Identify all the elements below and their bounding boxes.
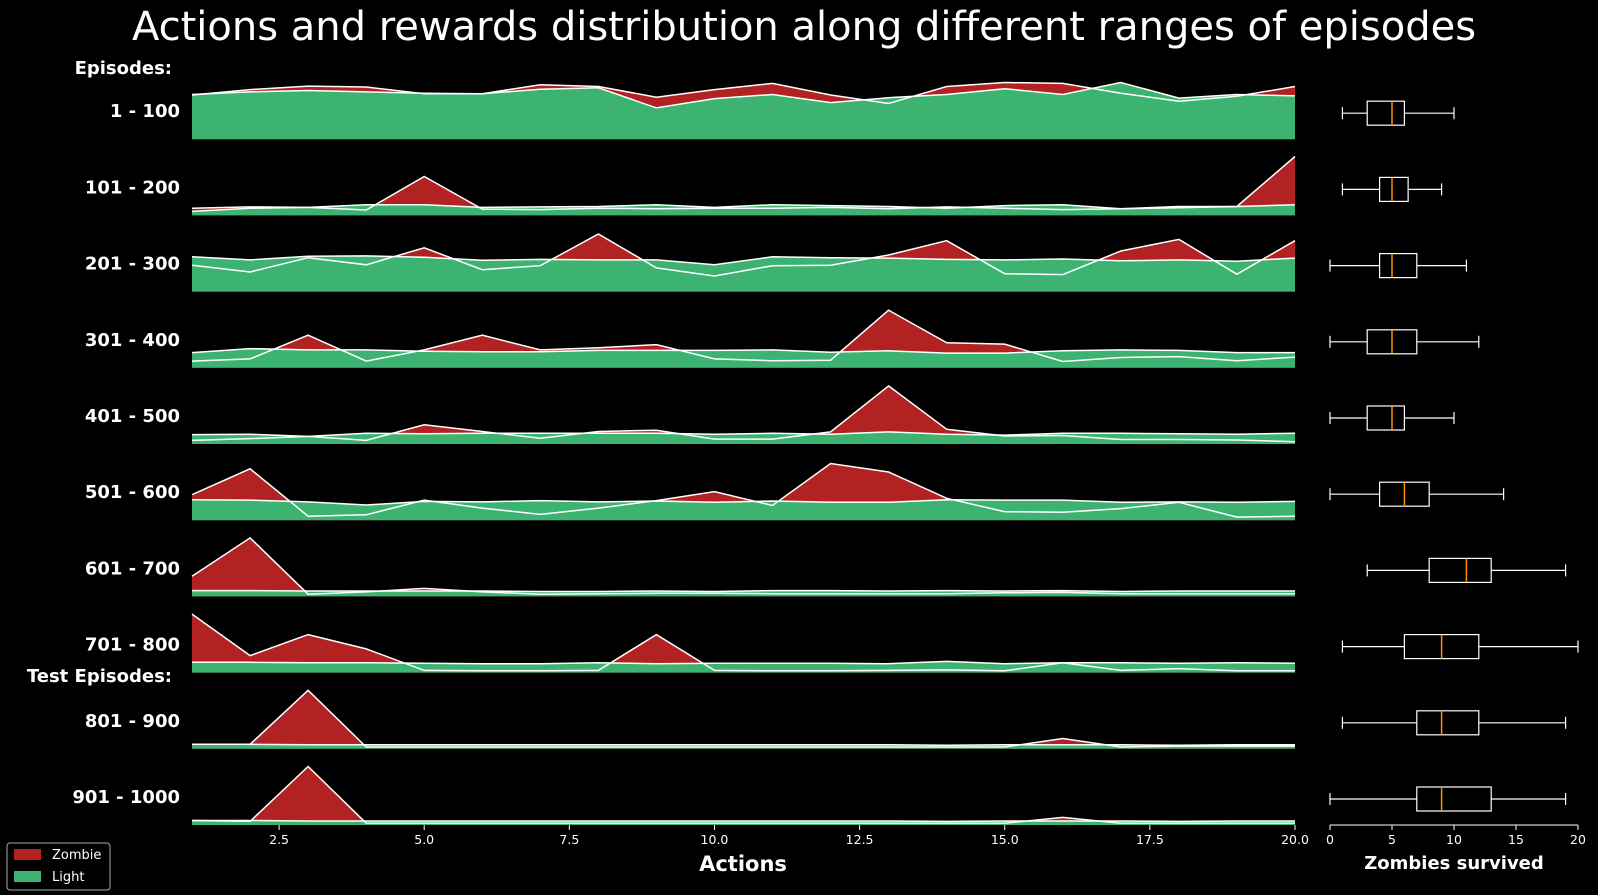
light-line	[192, 660, 1296, 665]
ridge-rows: 1 - 100 101 - 200 201 - 300 301 - 400 401 - …	[72, 81, 1296, 825]
light-area	[192, 82, 1295, 140]
test-episodes-group-label: Test Episodes:	[27, 666, 172, 687]
iqr-box	[1378, 253, 1418, 279]
light-line	[191, 203, 1296, 213]
ridge-row: 601 - 700	[85, 536, 1295, 597]
x-tick-label: 17.5	[1136, 832, 1164, 847]
x-tick-label: 7.5	[559, 832, 579, 847]
light-area	[192, 499, 1295, 521]
light-line	[192, 589, 1295, 593]
zombie-line	[191, 384, 1296, 443]
chart-title: Actions and rewards distribution along d…	[132, 4, 1476, 50]
ridge-row: 1 - 100	[110, 81, 1296, 140]
ridge-row: 501 - 600	[85, 462, 1296, 521]
row-label: 901 - 1000	[72, 787, 180, 808]
x-tick-label: 20.0	[1281, 832, 1309, 847]
legend-light-label: Light	[52, 870, 84, 885]
box-tick-label: 0	[1326, 832, 1334, 847]
box-plot	[1329, 405, 1455, 431]
box-plot	[1329, 253, 1468, 279]
row-label: 701 - 800	[85, 635, 180, 656]
box-tick-label: 15	[1508, 832, 1524, 847]
legend-zombie-label: Zombie	[52, 848, 101, 863]
zombie-line	[191, 233, 1296, 277]
legend-zombie-swatch	[14, 849, 41, 860]
ridge-row: 701 - 800	[85, 613, 1296, 673]
box-plot	[1341, 100, 1455, 126]
light-line	[191, 498, 1296, 506]
x-tick-label: 5.0	[414, 832, 434, 847]
light-line	[191, 431, 1296, 438]
light-line	[192, 743, 1295, 746]
light-line	[191, 81, 1296, 109]
x-tick-label: 15.0	[991, 832, 1019, 847]
row-label: 501 - 600	[85, 482, 180, 503]
iqr-box	[1366, 100, 1405, 126]
zombies-axis-label: Zombies survived	[1364, 853, 1544, 874]
row-label: 101 - 200	[85, 177, 180, 198]
light-line	[191, 255, 1296, 266]
iqr-box	[1416, 786, 1492, 812]
x-tick-label: 10.0	[701, 832, 729, 847]
zombie-line	[191, 309, 1296, 363]
row-label: 201 - 300	[85, 254, 180, 275]
box-plot	[1329, 329, 1480, 355]
ridge-row: 101 - 200	[85, 155, 1296, 216]
ridge-row: 301 - 400	[85, 309, 1296, 368]
row-label: 601 - 700	[85, 558, 180, 579]
box-tick-label: 5	[1388, 832, 1396, 847]
ridge-row: 201 - 300	[85, 233, 1296, 292]
row-label: 1 - 100	[110, 101, 180, 122]
ridge-row: 901 - 1000	[72, 765, 1295, 825]
zombie-line	[192, 689, 1295, 748]
box-plot	[1341, 176, 1443, 202]
light-line	[191, 347, 1295, 354]
box-plot	[1329, 481, 1505, 507]
zombie-line	[191, 613, 1295, 672]
box-tick-label: 10	[1446, 832, 1462, 847]
iqr-box	[1366, 405, 1405, 431]
zombie-line	[191, 765, 1295, 824]
zombie-line	[191, 462, 1296, 518]
row-label: 801 - 900	[85, 711, 180, 732]
box-plot	[1329, 786, 1567, 812]
zombies-x-axis: 0 5 10 15 20	[1326, 824, 1586, 847]
legend-light-swatch	[14, 871, 41, 882]
light-area	[192, 348, 1295, 368]
actions-axis-label: Actions	[699, 852, 787, 876]
row-label: 401 - 500	[85, 406, 180, 427]
iqr-box	[1378, 176, 1409, 202]
zombie-line	[191, 81, 1296, 105]
episodes-group-label: Episodes:	[75, 58, 172, 79]
ridge-row: 401 - 500	[85, 384, 1296, 444]
box-plot	[1341, 710, 1567, 736]
x-tick-label: 12.5	[846, 832, 874, 847]
x-tick-label: 2.5	[269, 832, 289, 847]
legend: Zombie Light	[6, 842, 111, 891]
actions-x-axis: 2.5 5.0 7.5 10.0 12.5 15.0 17.5 20.0	[269, 825, 1309, 847]
box-tick-label: 20	[1570, 832, 1586, 847]
box-plot	[1341, 633, 1579, 660]
box-plot	[1366, 557, 1567, 584]
light-line	[192, 819, 1295, 823]
iqr-box	[1428, 557, 1492, 584]
iqr-box	[1416, 710, 1480, 736]
box-plots	[1329, 100, 1579, 812]
row-label: 301 - 400	[85, 330, 180, 351]
ridge-row: 801 - 900	[85, 689, 1295, 749]
